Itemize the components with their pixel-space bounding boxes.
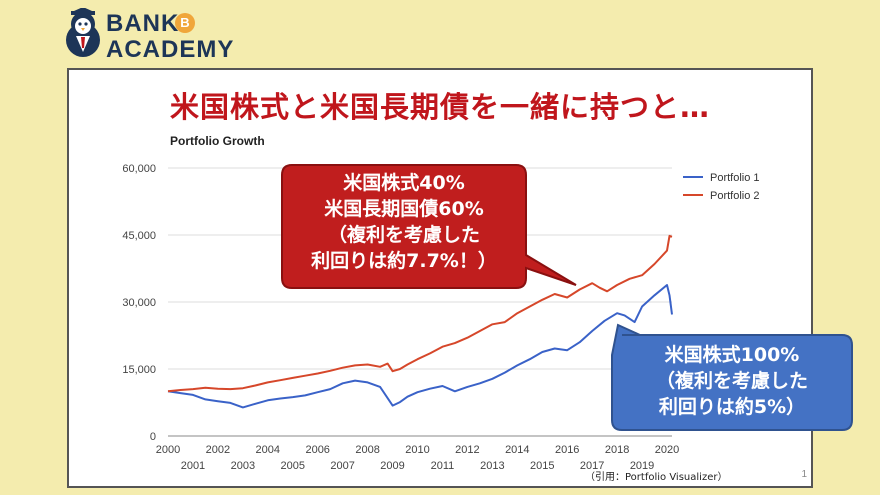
x-tick-label: 2013 [480, 460, 504, 472]
callout-blue-text: 米国株式100% （複利を考慮した 利回りは約5%） [612, 342, 852, 420]
callout-blue-line-1: 米国株式100% [664, 344, 800, 366]
x-tick-label: 2011 [431, 460, 455, 472]
slide-headline: 米国株式と米国長期債を一緒に持つと… [169, 90, 710, 124]
y-tick-label: 60,000 [122, 163, 156, 175]
callout-red-line-4: 利回りは約7.7%！） [311, 250, 497, 272]
chart-title: Portfolio Growth [170, 134, 265, 148]
callout-blue-line-2: （複利を考慮した [655, 370, 808, 392]
series-line-1 [167, 284, 673, 409]
callout-red-text: 米国株式40% 米国長期国債60% （複利を考慮した 利回りは約7.7%！） [282, 170, 526, 274]
callout-red-line-1: 米国株式40% [343, 172, 465, 194]
y-tick-label: 45,000 [122, 230, 156, 242]
logo-text-bank: BANK [106, 10, 180, 37]
x-tick-label: 2008 [355, 444, 379, 456]
callout-red-line-2: 米国長期国債60% [324, 198, 484, 220]
x-tick-label: 2010 [405, 444, 429, 456]
y-tick-label: 0 [150, 431, 156, 443]
x-tick-label: 2009 [380, 460, 404, 472]
callout-red-line-3: （複利を考慮した [327, 224, 480, 246]
penguin-mascot-icon [66, 8, 100, 57]
legend-label: Portfolio 2 [710, 190, 760, 202]
x-tick-label: 2012 [455, 444, 479, 456]
callout-red-balanced-portfolio [281, 164, 577, 289]
x-tick-label: 2019 [630, 460, 654, 472]
x-tick-label: 2005 [281, 460, 305, 472]
x-tick-label: 2007 [330, 460, 354, 472]
x-tick-label: 2017 [580, 460, 604, 472]
y-tick-label: 30,000 [122, 297, 156, 309]
x-tick-label: 2006 [305, 444, 329, 456]
x-tick-label: 2001 [181, 460, 205, 472]
logo-text-academy: ACADEMY [106, 36, 235, 63]
x-tick-label: 2018 [605, 444, 629, 456]
x-tick-label: 2002 [206, 444, 230, 456]
x-tick-label: 2015 [530, 460, 554, 472]
y-tick-label: 15,000 [122, 364, 156, 376]
x-tick-label: 2020 [655, 444, 679, 456]
callout-blue-line-3: 利回りは約5%） [658, 396, 806, 418]
x-tick-label: 2000 [156, 444, 180, 456]
x-tick-label: 2014 [505, 444, 529, 456]
source-note: （引用：Portfolio Visualizer） [585, 471, 727, 483]
x-tick-label: 2003 [231, 460, 255, 472]
x-tick-label: 2004 [256, 444, 280, 456]
callout-blue-stock-portfolio [611, 323, 853, 431]
bank-academy-logo[interactable]: BANK B ACADEMY [62, 8, 262, 63]
x-tick-label: 2016 [555, 444, 579, 456]
series-line-2 [167, 234, 673, 393]
bitcoin-coin-icon: B [175, 13, 195, 33]
page-number: 1 [801, 469, 807, 480]
legend-label: Portfolio 1 [710, 172, 760, 184]
